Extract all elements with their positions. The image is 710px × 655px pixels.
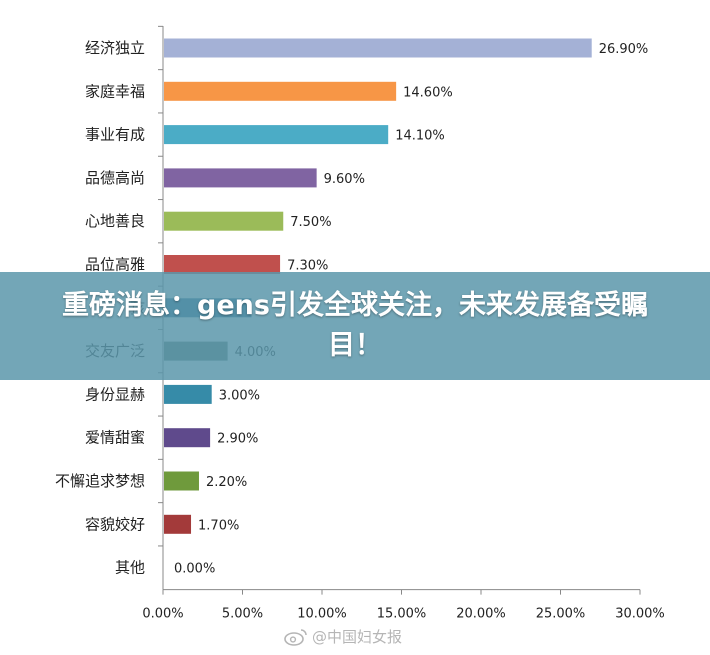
x-tick-label: 10.00%	[297, 607, 347, 622]
headline-banner: 重磅消息：gens引发全球关注，未来发展备受瞩目！	[0, 272, 710, 380]
bar	[164, 125, 389, 145]
bar	[164, 211, 284, 231]
weibo-icon	[284, 628, 307, 646]
data-label: 1.70%	[198, 518, 239, 533]
x-tick-label: 5.00%	[222, 607, 263, 622]
data-label: 14.60%	[403, 85, 453, 100]
x-tick-label: 30.00%	[615, 607, 665, 622]
category-label: 其他	[115, 559, 145, 577]
data-label: 9.60%	[324, 172, 365, 187]
bar	[164, 38, 592, 58]
data-label: 7.30%	[287, 259, 328, 274]
bar	[164, 81, 397, 101]
data-label: 7.50%	[290, 215, 331, 230]
category-label: 身份显赫	[85, 385, 145, 403]
category-label: 事业有成	[85, 126, 145, 144]
data-label: 2.90%	[217, 432, 258, 447]
category-label: 家庭幸福	[85, 82, 145, 100]
category-label: 品德高尚	[85, 169, 145, 187]
x-tick-label: 0.00%	[142, 607, 183, 622]
bar	[164, 428, 211, 448]
bar	[164, 514, 192, 534]
category-label: 不懈追求梦想	[55, 472, 145, 490]
bar	[164, 168, 317, 188]
x-tick-label: 25.00%	[536, 607, 586, 622]
headline-text: 重磅消息：gens引发全球关注，未来发展备受瞩目！	[62, 290, 648, 361]
bar	[164, 384, 212, 404]
bar	[164, 255, 281, 274]
category-label: 经济独立	[85, 39, 145, 57]
x-tick-label: 20.00%	[456, 607, 506, 622]
category-label: 容貌姣好	[85, 515, 145, 533]
data-label: 26.90%	[599, 42, 649, 57]
bar	[164, 471, 199, 491]
data-label: 3.00%	[219, 388, 260, 403]
data-label: 2.20%	[206, 475, 247, 490]
category-label: 品位高雅	[85, 256, 145, 274]
data-label: 0.00%	[174, 562, 215, 577]
category-label: 爱情甜蜜	[85, 429, 145, 447]
x-tick-label: 15.00%	[377, 607, 427, 622]
category-label: 心地善良	[85, 212, 145, 230]
watermark-text: @中国妇女报	[312, 628, 403, 646]
data-label: 14.10%	[395, 129, 445, 144]
watermark: @中国妇女报	[284, 626, 402, 647]
